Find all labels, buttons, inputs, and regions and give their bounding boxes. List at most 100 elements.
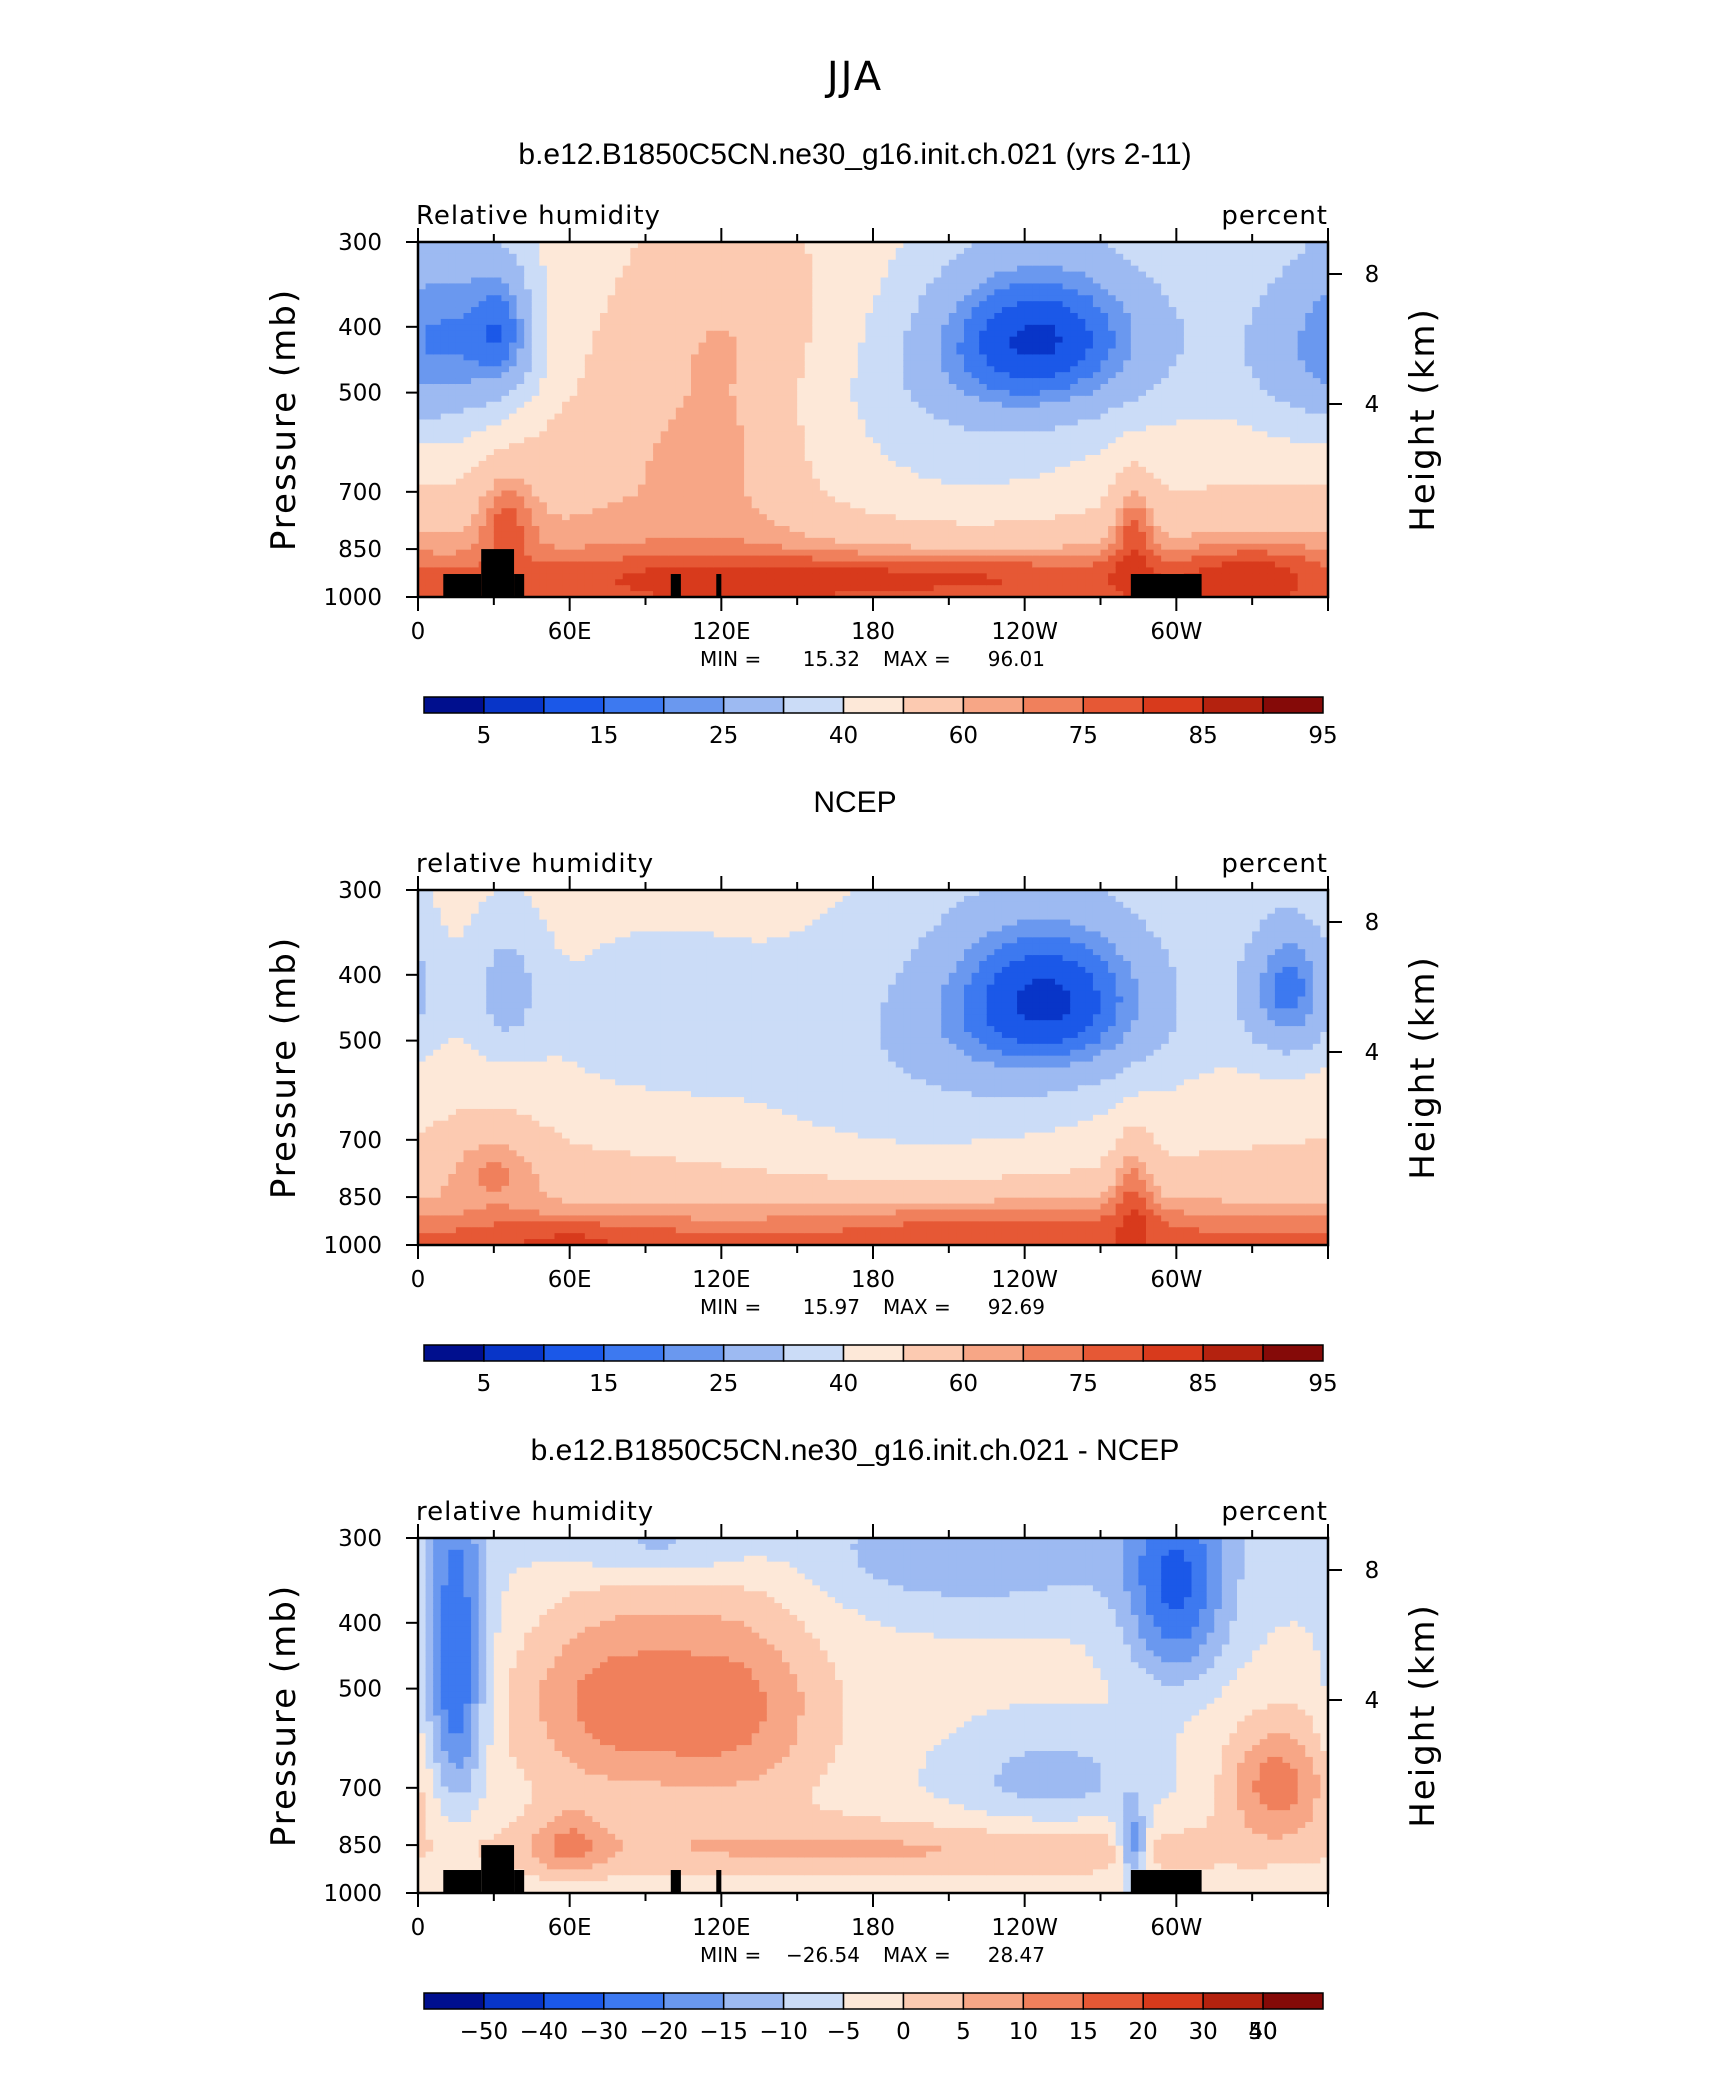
heatmap-cell [623,349,631,356]
heatmap-cell [721,301,729,308]
heatmap-cell [744,337,752,344]
heatmap-cell [972,366,980,373]
heatmap-cell [547,526,555,533]
heatmap-cell [448,514,456,521]
heatmap-cell [911,425,919,432]
heatmap-cell [1025,390,1033,397]
heatmap-cell [426,260,434,267]
heatmap-cell [865,254,873,261]
heatmap-cell [714,443,722,450]
heatmap-cell [767,562,775,569]
heatmap-cell [426,337,434,344]
heatmap-cell [782,289,790,296]
heatmap-cell [426,567,434,574]
heatmap-cell [1017,437,1025,444]
heatmap-cell [828,520,836,527]
heatmap-cell [638,390,646,397]
heatmap-cell [638,278,646,285]
heatmap-cell [630,514,638,521]
heatmap-cell [661,366,669,373]
heatmap-cell [896,502,904,509]
heatmap-cell [934,443,942,450]
heatmap-cell [623,307,631,314]
heatmap-cell [464,360,472,367]
heatmap-cell [911,467,919,474]
heatmap-cell [994,331,1002,338]
heatmap-cell [888,283,896,290]
heatmap-cell [653,556,661,563]
heatmap-cell [699,325,707,332]
heatmap-cell [949,425,957,432]
heatmap-cell [1047,301,1055,308]
heatmap-cell [782,579,790,586]
heatmap-cell [714,343,722,350]
heatmap-cell [828,254,836,261]
heatmap-cell [630,473,638,480]
heatmap-cell [661,283,669,290]
heatmap-cell [987,502,995,509]
heatmap-cell [835,360,843,367]
heatmap-cell [676,508,684,515]
heatmap-cell [721,567,729,574]
heatmap-cell [797,278,805,285]
heatmap-cell [448,562,456,569]
heatmap-cell [691,520,699,527]
heatmap-cell [737,390,745,397]
heatmap-cell [903,325,911,332]
heatmap-cell [972,414,980,421]
heatmap-cell [934,473,942,480]
heatmap-cell [911,496,919,503]
heatmap-cell [448,378,456,385]
heatmap-cell [865,496,873,503]
heatmap-cell [926,414,934,421]
heatmap-cell [873,343,881,350]
heatmap-cell [676,289,684,296]
heatmap-cell [661,449,669,456]
heatmap-cell [774,378,782,385]
heatmap-cell [873,337,881,344]
heatmap-cell [539,520,547,527]
heatmap-cell [691,354,699,361]
heatmap-cell [820,366,828,373]
heatmap-cell [706,431,714,438]
heatmap-cell [926,532,934,539]
heatmap-cell [630,425,638,432]
heatmap-cell [956,496,964,503]
heatmap-cell [456,260,464,267]
heatmap-cell [729,260,737,267]
heatmap-cell [994,390,1002,397]
heatmap-cell [547,319,555,326]
heatmap-cell [668,437,676,444]
heatmap-cell [949,366,957,373]
heatmap-cell [600,443,608,450]
heatmap-cell [661,544,669,551]
heatmap-cell [683,408,691,415]
heatmap-cell [1010,455,1018,462]
heatmap-cell [759,544,767,551]
heatmap-cell [1025,325,1033,332]
heatmap-cell [653,349,661,356]
heatmap-cell [668,496,676,503]
heatmap-cell [600,567,608,574]
heatmap-cell [858,372,866,379]
heatmap-cell [873,260,881,267]
heatmap-cell [676,532,684,539]
heatmap-cell [486,508,494,515]
heatmap-cell [881,550,889,557]
heatmap-cell [623,390,631,397]
heatmap-cell [585,414,593,421]
heatmap-cell [934,248,942,255]
heatmap-cell [949,532,957,539]
heatmap-cell [835,372,843,379]
heatmap-cell [919,349,927,356]
heatmap-cell [555,538,563,545]
heatmap-cell [881,402,889,409]
heatmap-cell [486,502,494,509]
heatmap-cell [630,508,638,515]
heatmap-cell [524,526,532,533]
heatmap-cell [547,372,555,379]
heatmap-cell [585,455,593,462]
heatmap-cell [850,378,858,385]
heatmap-cell [956,283,964,290]
heatmap-cell [941,337,949,344]
